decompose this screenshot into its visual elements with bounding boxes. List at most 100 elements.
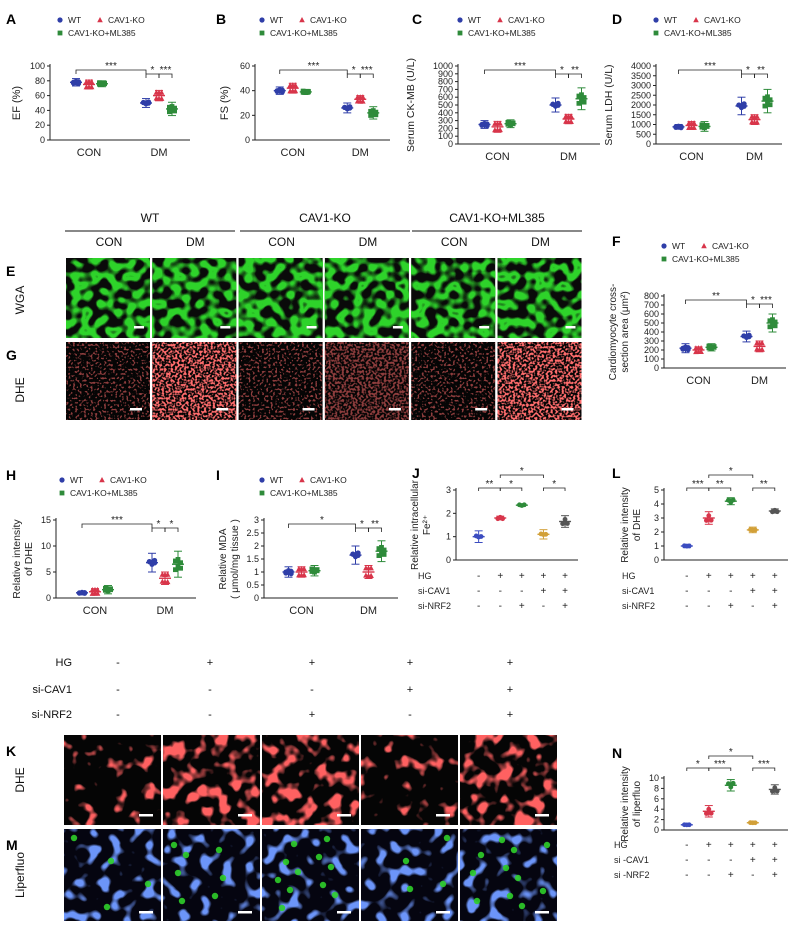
legend-marker-ko: [97, 17, 103, 23]
treatment-label: si-NRF2: [622, 601, 655, 611]
treatment-label: si-CAV1: [622, 586, 654, 596]
significance-bracket: [279, 69, 348, 74]
data-point: [159, 571, 166, 577]
data-point: [173, 567, 178, 573]
y-tick-label: 100: [30, 61, 45, 71]
y-tick-label: 6: [654, 794, 659, 804]
significance-label: *: [729, 747, 733, 758]
column-subheader: CON: [268, 235, 295, 249]
y-tick-label: 0: [446, 555, 451, 565]
significance-label: ***: [160, 65, 172, 76]
legend-label-ml: CAV1-KO+ML385: [672, 254, 740, 264]
y-tick-label: 5: [654, 485, 659, 495]
data-point: [164, 571, 171, 577]
significance-bracket: [543, 487, 566, 491]
treatment-sign: +: [407, 657, 413, 669]
data-point: [83, 84, 90, 90]
data-point: [686, 543, 692, 549]
scale-bar: [139, 911, 153, 914]
x-tick-label: CON: [485, 151, 510, 163]
column-header: CAV1-KO: [299, 211, 351, 225]
liperfluo-signal: [502, 864, 510, 872]
significance-bracket: [484, 69, 556, 74]
y-tick-label: 2: [254, 541, 259, 551]
y-tick-label: 200: [438, 123, 453, 133]
legend-label-wt: WT: [672, 241, 685, 251]
data-point: [730, 780, 736, 786]
significance-label: ***: [308, 61, 320, 72]
data-point: [767, 97, 773, 103]
treatment-sign: +: [562, 601, 568, 612]
y-tick-label: 700: [644, 300, 659, 310]
y-tick-label: 40: [35, 105, 45, 115]
data-point: [508, 121, 513, 126]
data-point: [581, 95, 587, 100]
y-tick-label: 0: [654, 825, 659, 835]
legend-label-ml: CAV1-KO+ML385: [270, 28, 338, 38]
column-header: CAV1-KO+ML385: [449, 211, 545, 225]
y-tick-label: 800: [644, 291, 659, 301]
panel-letter-j: J: [412, 465, 420, 481]
significance-label: ***: [514, 61, 526, 72]
liperfluo-signal: [178, 897, 186, 905]
liperfluo-signal: [518, 902, 526, 910]
data-point: [370, 108, 376, 113]
liperfluo-signal: [70, 834, 78, 842]
column-subheader: CON: [96, 235, 123, 249]
treatment-sign: +: [507, 709, 513, 721]
significance-label: *: [320, 515, 324, 526]
y-tick-label: 4: [654, 499, 659, 509]
legend-label-ml: CAV1-KO+ML385: [270, 488, 338, 498]
data-point: [76, 80, 82, 87]
liperfluo-signal: [103, 903, 111, 911]
data-point: [89, 590, 96, 596]
liperfluo-signal: [406, 885, 414, 893]
significance-label: **: [571, 65, 579, 76]
scale-bar: [220, 326, 231, 329]
data-point: [704, 518, 709, 523]
significance-bracket: [685, 299, 747, 304]
data-point: [357, 98, 364, 104]
y-axis-label: Relative MDA( μmol/mg tissue ): [218, 519, 241, 599]
data-point: [770, 317, 775, 323]
liperfluo-nuclei: [361, 829, 458, 921]
data-point: [94, 590, 101, 596]
scale-bar: [436, 814, 450, 817]
data-point: [287, 88, 293, 94]
treatment-sign: -: [751, 870, 754, 881]
data-point: [698, 348, 704, 355]
column-subheader: CON: [441, 235, 468, 249]
treatment-sign: -: [707, 586, 710, 597]
treatment-sign: -: [685, 586, 688, 597]
data-point: [576, 93, 582, 99]
data-point: [738, 104, 745, 111]
scale-bar: [479, 326, 490, 329]
dhe-cell-texture: [361, 735, 458, 825]
data-point: [169, 104, 175, 109]
significance-bracket: [158, 73, 173, 78]
y-tick-label: 5: [46, 567, 51, 577]
y-tick-label: 500: [644, 318, 659, 328]
legend-marker-ko: [701, 243, 707, 249]
legend-label-ko: CAV1-KO: [508, 15, 545, 25]
data-point: [478, 534, 484, 539]
data-point: [767, 102, 773, 108]
data-point: [370, 111, 376, 117]
data-point: [497, 126, 503, 133]
wga-texture: [66, 258, 150, 338]
y-tick-label: 1: [254, 567, 259, 577]
data-point: [169, 107, 175, 113]
wga-texture: [238, 258, 323, 338]
scale-bar: [337, 814, 351, 817]
liperfluo-signal: [286, 886, 294, 894]
treatment-sign: -: [477, 586, 480, 597]
data-point: [292, 88, 299, 94]
data-point: [752, 820, 758, 826]
data-point: [706, 345, 712, 351]
legend-label-ko: CAV1-KO: [310, 475, 347, 485]
treatment-sign: +: [507, 684, 513, 696]
data-point: [709, 344, 714, 350]
y-tick-label: 60: [240, 61, 250, 71]
panel-letter-e: E: [6, 263, 15, 279]
liperfluo-signal: [290, 840, 298, 848]
